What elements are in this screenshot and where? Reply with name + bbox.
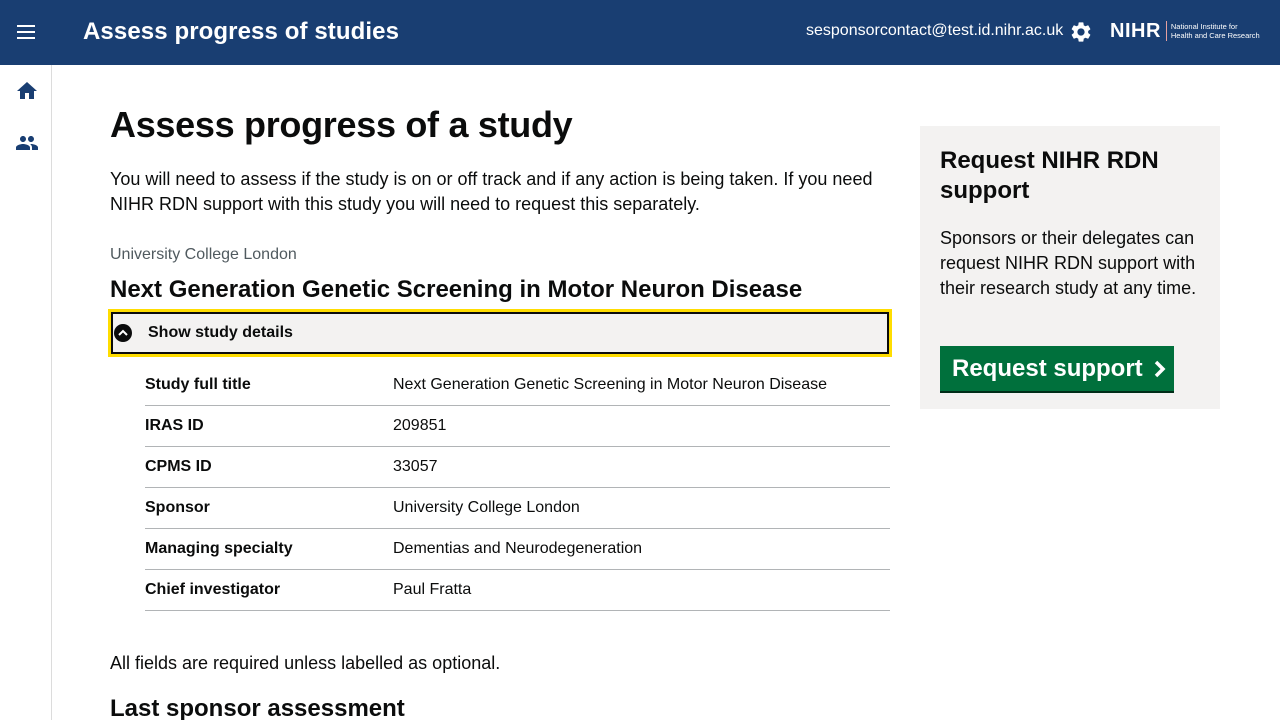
support-panel-title: Request NIHR RDN support [940, 147, 1159, 204]
summary-key: IRAS ID [145, 417, 204, 434]
chevron-right-icon [1154, 360, 1166, 377]
study-details-toggle[interactable]: Show study details [108, 309, 892, 357]
user-email: sesponsorcontact@test.id.nihr.ac.uk [806, 22, 1064, 39]
summary-key: CPMS ID [145, 458, 212, 475]
logo-subtitle-line2: Health and Care Research [1170, 31, 1260, 40]
required-fields-note: All fields are required unless labelled … [110, 653, 501, 673]
study-details-toggle-label: Show study details [148, 324, 293, 341]
logo-divider [1165, 21, 1167, 41]
hamburger-menu-icon[interactable] [16, 22, 38, 42]
summary-row: Chief investigator Paul Fratta [145, 570, 890, 611]
summary-key: Study full title [145, 376, 251, 393]
summary-key: Managing specialty [145, 540, 293, 557]
last-assessment-heading: Last sponsor assessment [110, 695, 405, 720]
summary-value: Next Generation Genetic Screening in Mot… [393, 376, 827, 393]
study-title: Next Generation Genetic Screening in Mot… [110, 276, 803, 303]
app-header: Assess progress of studies sesponsorcont… [0, 0, 1280, 65]
summary-value: 209851 [393, 417, 447, 434]
logo-subtitle-line1: National Institute for [1170, 22, 1238, 31]
logo-subtitle: National Institute for Health and Care R… [1171, 22, 1260, 40]
chevron-up-circle-icon [113, 323, 133, 343]
summary-value: Paul Fratta [393, 581, 472, 598]
summary-row: Sponsor University College London [145, 488, 890, 529]
summary-value: Dementias and Neurodegeneration [393, 540, 643, 557]
intro-text: You will need to assess if the study is … [110, 169, 873, 214]
summary-key: Chief investigator [145, 581, 281, 598]
logo-word: NIHR [1110, 19, 1161, 42]
side-nav [0, 65, 52, 720]
summary-row: Study full title Next Generation Genetic… [145, 365, 890, 406]
request-support-button[interactable]: Request support [940, 346, 1174, 391]
request-support-label: Request support [952, 354, 1143, 382]
nihr-logo[interactable]: NIHR National Institute for Health and C… [1110, 19, 1270, 43]
summary-value: University College London [393, 499, 580, 516]
summary-row: CPMS ID 33057 [145, 447, 890, 488]
summary-row: IRAS ID 209851 [145, 406, 890, 447]
sponsor-caption: University College London [110, 246, 297, 263]
study-summary-list: Study full title Next Generation Genetic… [145, 365, 890, 611]
support-panel: Request NIHR RDN support Sponsors or the… [920, 126, 1220, 409]
home-icon[interactable] [15, 79, 39, 103]
summary-key: Sponsor [145, 499, 210, 516]
summary-value: 33057 [393, 458, 438, 475]
gear-icon[interactable] [1069, 20, 1093, 44]
app-title[interactable]: Assess progress of studies [83, 18, 400, 45]
support-panel-body: Sponsors or their delegates can request … [940, 228, 1197, 298]
people-icon[interactable] [15, 131, 39, 155]
summary-row: Managing specialty Dementias and Neurode… [145, 529, 890, 570]
page-title: Assess progress of a study [110, 104, 573, 145]
